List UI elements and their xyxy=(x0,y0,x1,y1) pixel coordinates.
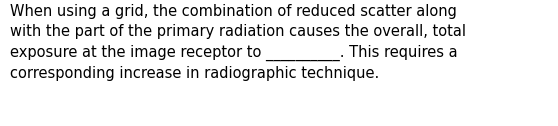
Text: When using a grid, the combination of reduced scatter along
with the part of the: When using a grid, the combination of re… xyxy=(10,4,466,81)
